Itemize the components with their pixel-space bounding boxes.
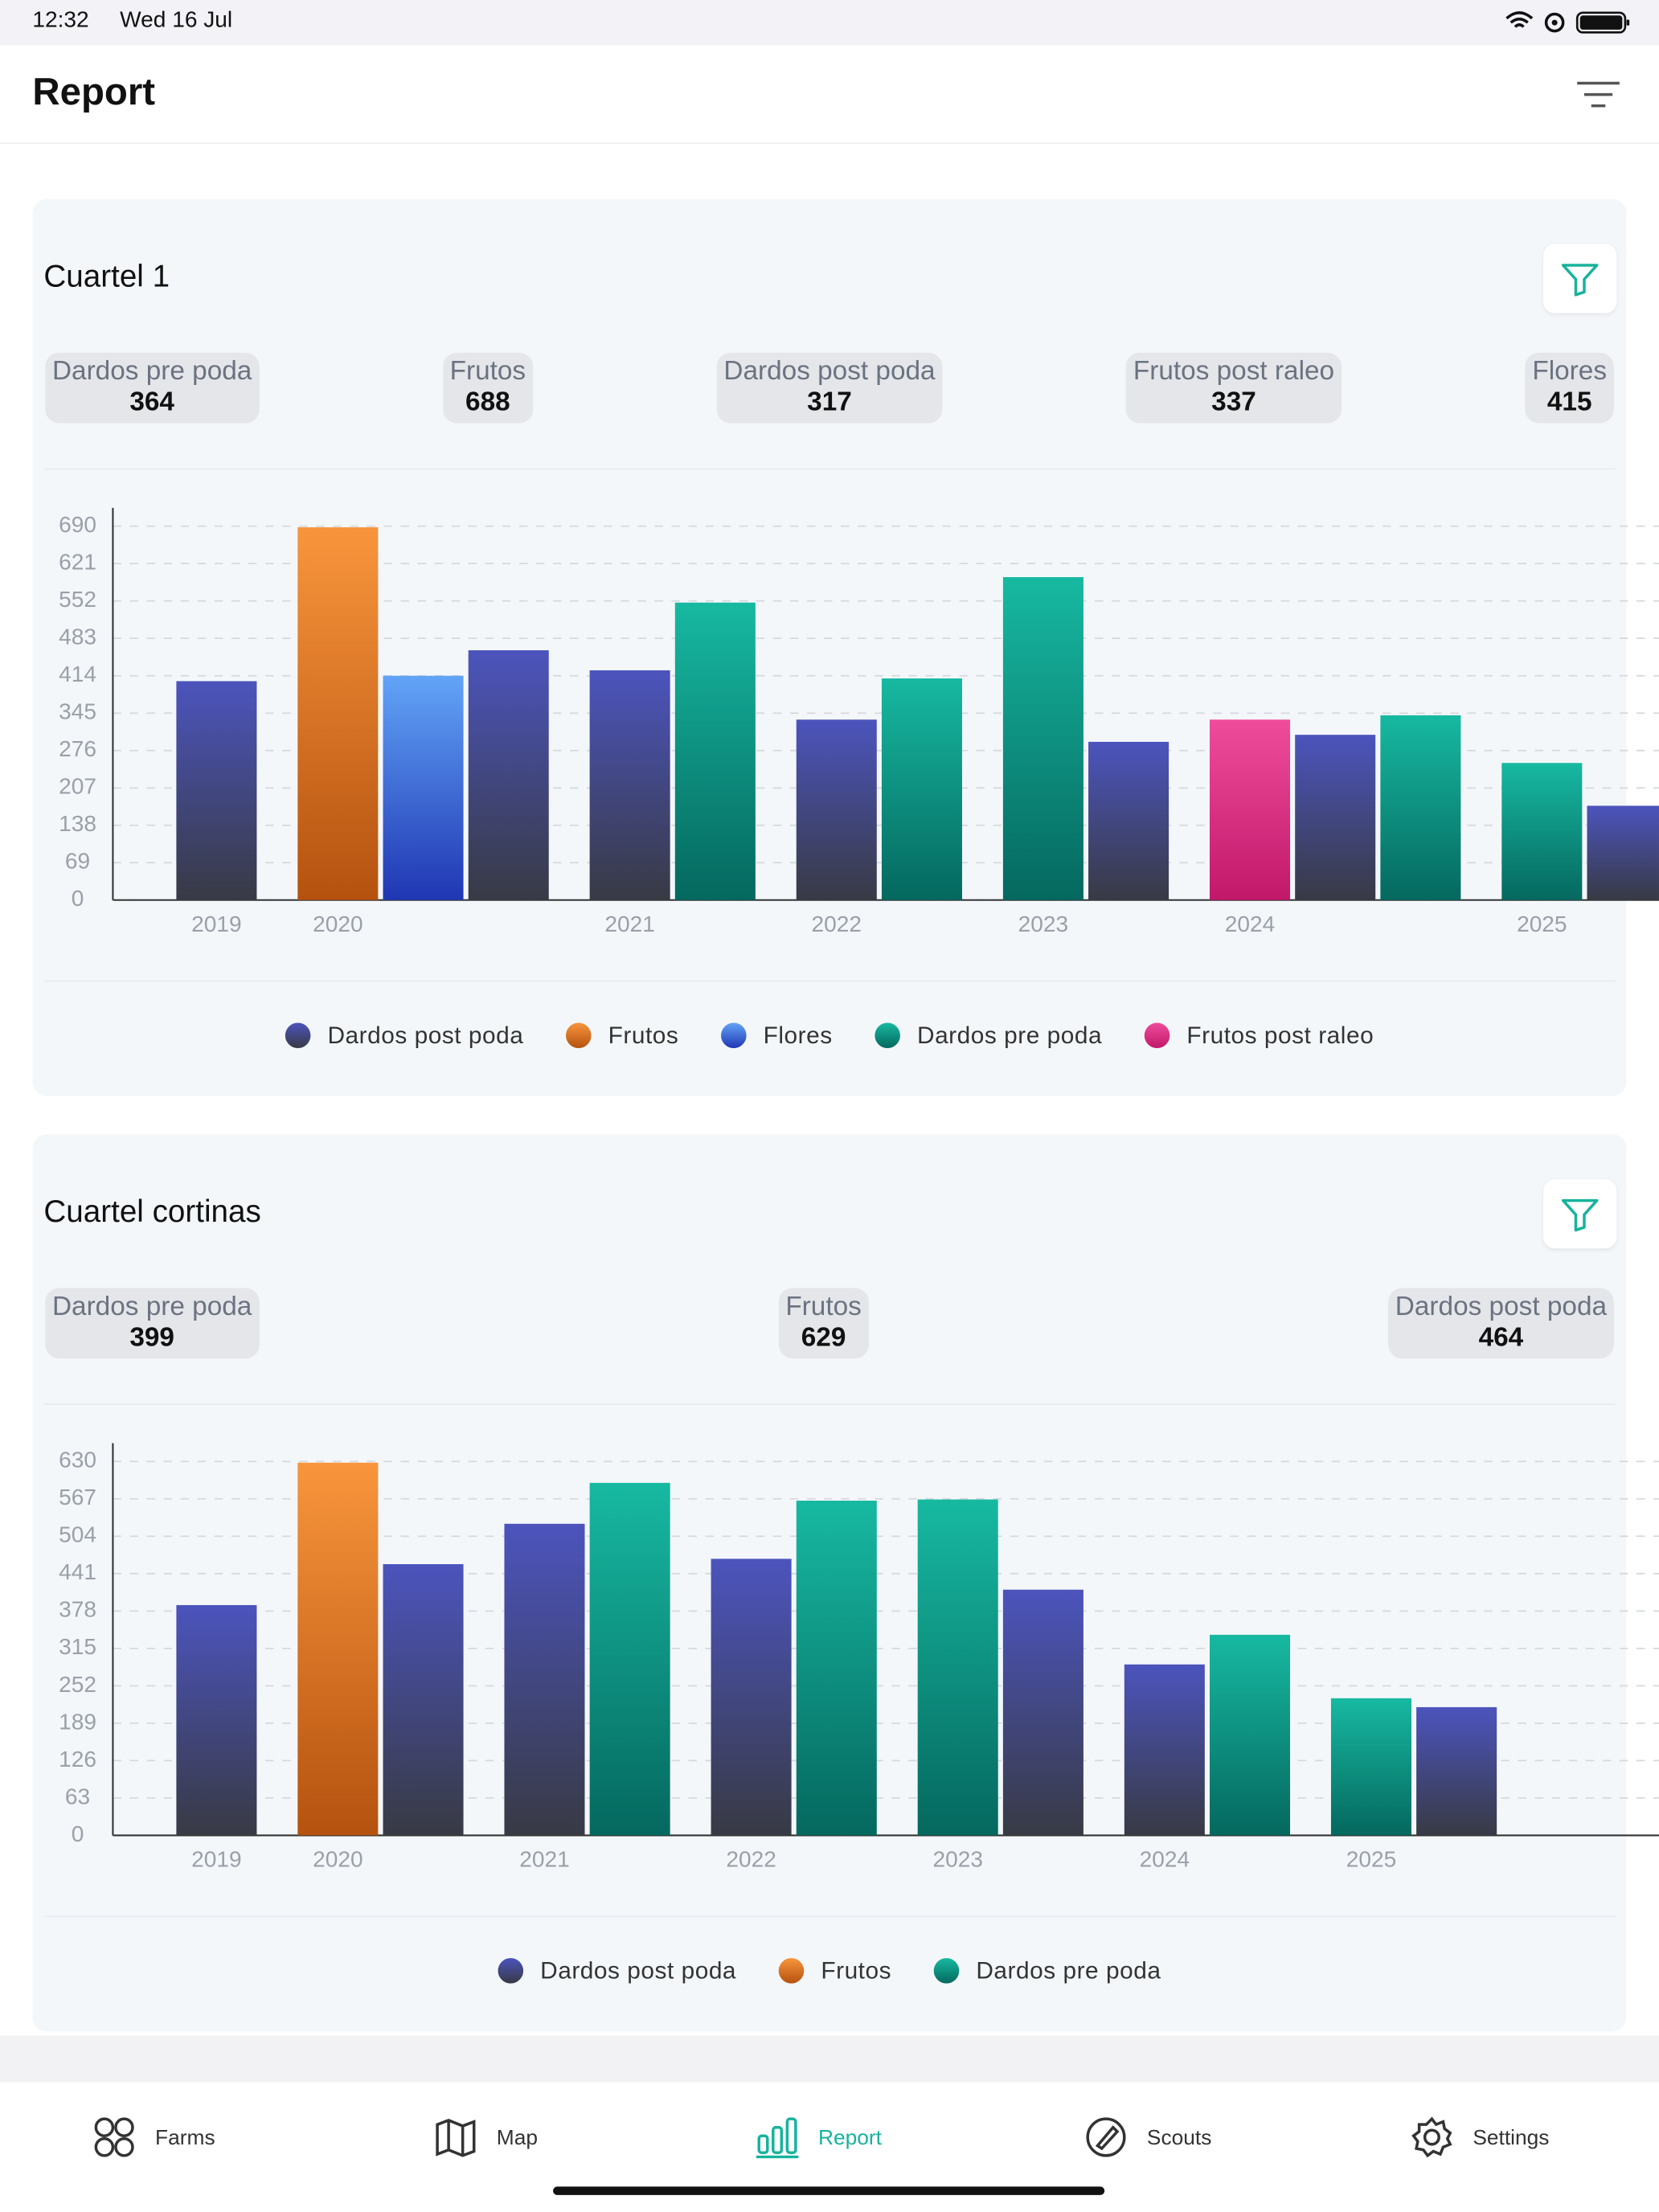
stat-chip: Dardos pre poda 399 bbox=[45, 1288, 260, 1359]
tab-label: Map bbox=[496, 2125, 539, 2149]
tab-active[interactable]: Report bbox=[756, 2116, 882, 2159]
filter-button[interactable] bbox=[1543, 1179, 1617, 1249]
tab[interactable]: Farms bbox=[93, 2116, 215, 2159]
filter-button[interactable] bbox=[1543, 244, 1617, 313]
page-title: Report bbox=[32, 70, 156, 113]
stat-label: Frutos bbox=[785, 1292, 862, 1322]
stat-value: 364 bbox=[129, 387, 174, 418]
tab-label: Farms bbox=[155, 2125, 215, 2149]
tab-icon bbox=[756, 2117, 799, 2159]
tab-icon bbox=[436, 2119, 476, 2157]
separator bbox=[43, 1403, 1616, 1406]
spacer bbox=[0, 2035, 1659, 2083]
stat-chip: Frutos 629 bbox=[778, 1288, 869, 1359]
stat-chip: Frutos 688 bbox=[442, 352, 533, 424]
stat-chip: Flores 415 bbox=[1525, 352, 1614, 424]
stat-value: 337 bbox=[1211, 387, 1256, 418]
stat-value: 464 bbox=[1478, 1323, 1524, 1354]
tab-icon bbox=[1086, 2117, 1126, 2157]
stat-label: Dardos pre poda bbox=[51, 357, 252, 387]
stat-label: Dardos pre poda bbox=[51, 1292, 252, 1322]
card: Cuartel cortinas Dardos pre poda 399 Frutos… bbox=[32, 1134, 1627, 2032]
separator bbox=[43, 468, 1616, 470]
tab-icon bbox=[94, 2117, 134, 2157]
filter-icon bbox=[1561, 1198, 1599, 1231]
stat-value: 629 bbox=[801, 1323, 846, 1354]
separator bbox=[43, 980, 1616, 982]
filter-icon bbox=[1561, 263, 1599, 296]
tab[interactable]: Map bbox=[435, 2116, 538, 2159]
stat-chip: Dardos post poda 317 bbox=[716, 352, 943, 424]
card-title: Cuartel 1 bbox=[43, 258, 170, 294]
separator bbox=[43, 1915, 1616, 1918]
header: Report bbox=[0, 45, 1659, 145]
home-indicator bbox=[552, 2186, 1105, 2195]
stat-label: Frutos bbox=[449, 357, 526, 387]
stats: Dardos pre poda 364 Frutos 688 Dardos post p… bbox=[45, 352, 1614, 424]
stat-value: 399 bbox=[129, 1323, 174, 1354]
stat-chip: Dardos post poda 464 bbox=[1388, 1288, 1614, 1359]
status-icons bbox=[1505, 11, 1630, 34]
tab-icon bbox=[1411, 2116, 1452, 2158]
status-bar: 12:32 Wed 16 Jul bbox=[0, 0, 1659, 46]
stat-chip: Dardos pre poda 364 bbox=[45, 352, 260, 424]
stat-label: Dardos post poda bbox=[1395, 1292, 1608, 1322]
status-date: Wed 16 Jul bbox=[120, 8, 233, 33]
stat-label: Flores bbox=[1532, 357, 1608, 387]
tab-label: Scouts bbox=[1146, 2125, 1212, 2149]
stat-label: Frutos post raleo bbox=[1133, 357, 1335, 387]
tab[interactable]: Scouts bbox=[1085, 2116, 1212, 2159]
card-title: Cuartel cortinas bbox=[43, 1193, 261, 1229]
tab[interactable]: Settings bbox=[1411, 2116, 1549, 2159]
menu-button[interactable] bbox=[1575, 79, 1623, 110]
card: Cuartel 1 Dardos pre poda 364 Frutos 688 Dard… bbox=[32, 199, 1627, 1096]
stat-chip: Frutos post raleo 337 bbox=[1126, 352, 1342, 424]
stat-label: Dardos post poda bbox=[723, 357, 936, 387]
stats: Dardos pre poda 399 Frutos 629 Dardos post p… bbox=[45, 1288, 1614, 1359]
tab-bar: Farms Map Report Scouts Settings bbox=[0, 2082, 1659, 2212]
stat-value: 688 bbox=[465, 387, 510, 418]
stat-value: 415 bbox=[1546, 387, 1592, 418]
tab-label: Settings bbox=[1473, 2125, 1550, 2149]
tab-label: Report bbox=[817, 2125, 882, 2149]
status-time: 12:32 bbox=[32, 8, 89, 33]
stat-value: 317 bbox=[807, 387, 852, 418]
